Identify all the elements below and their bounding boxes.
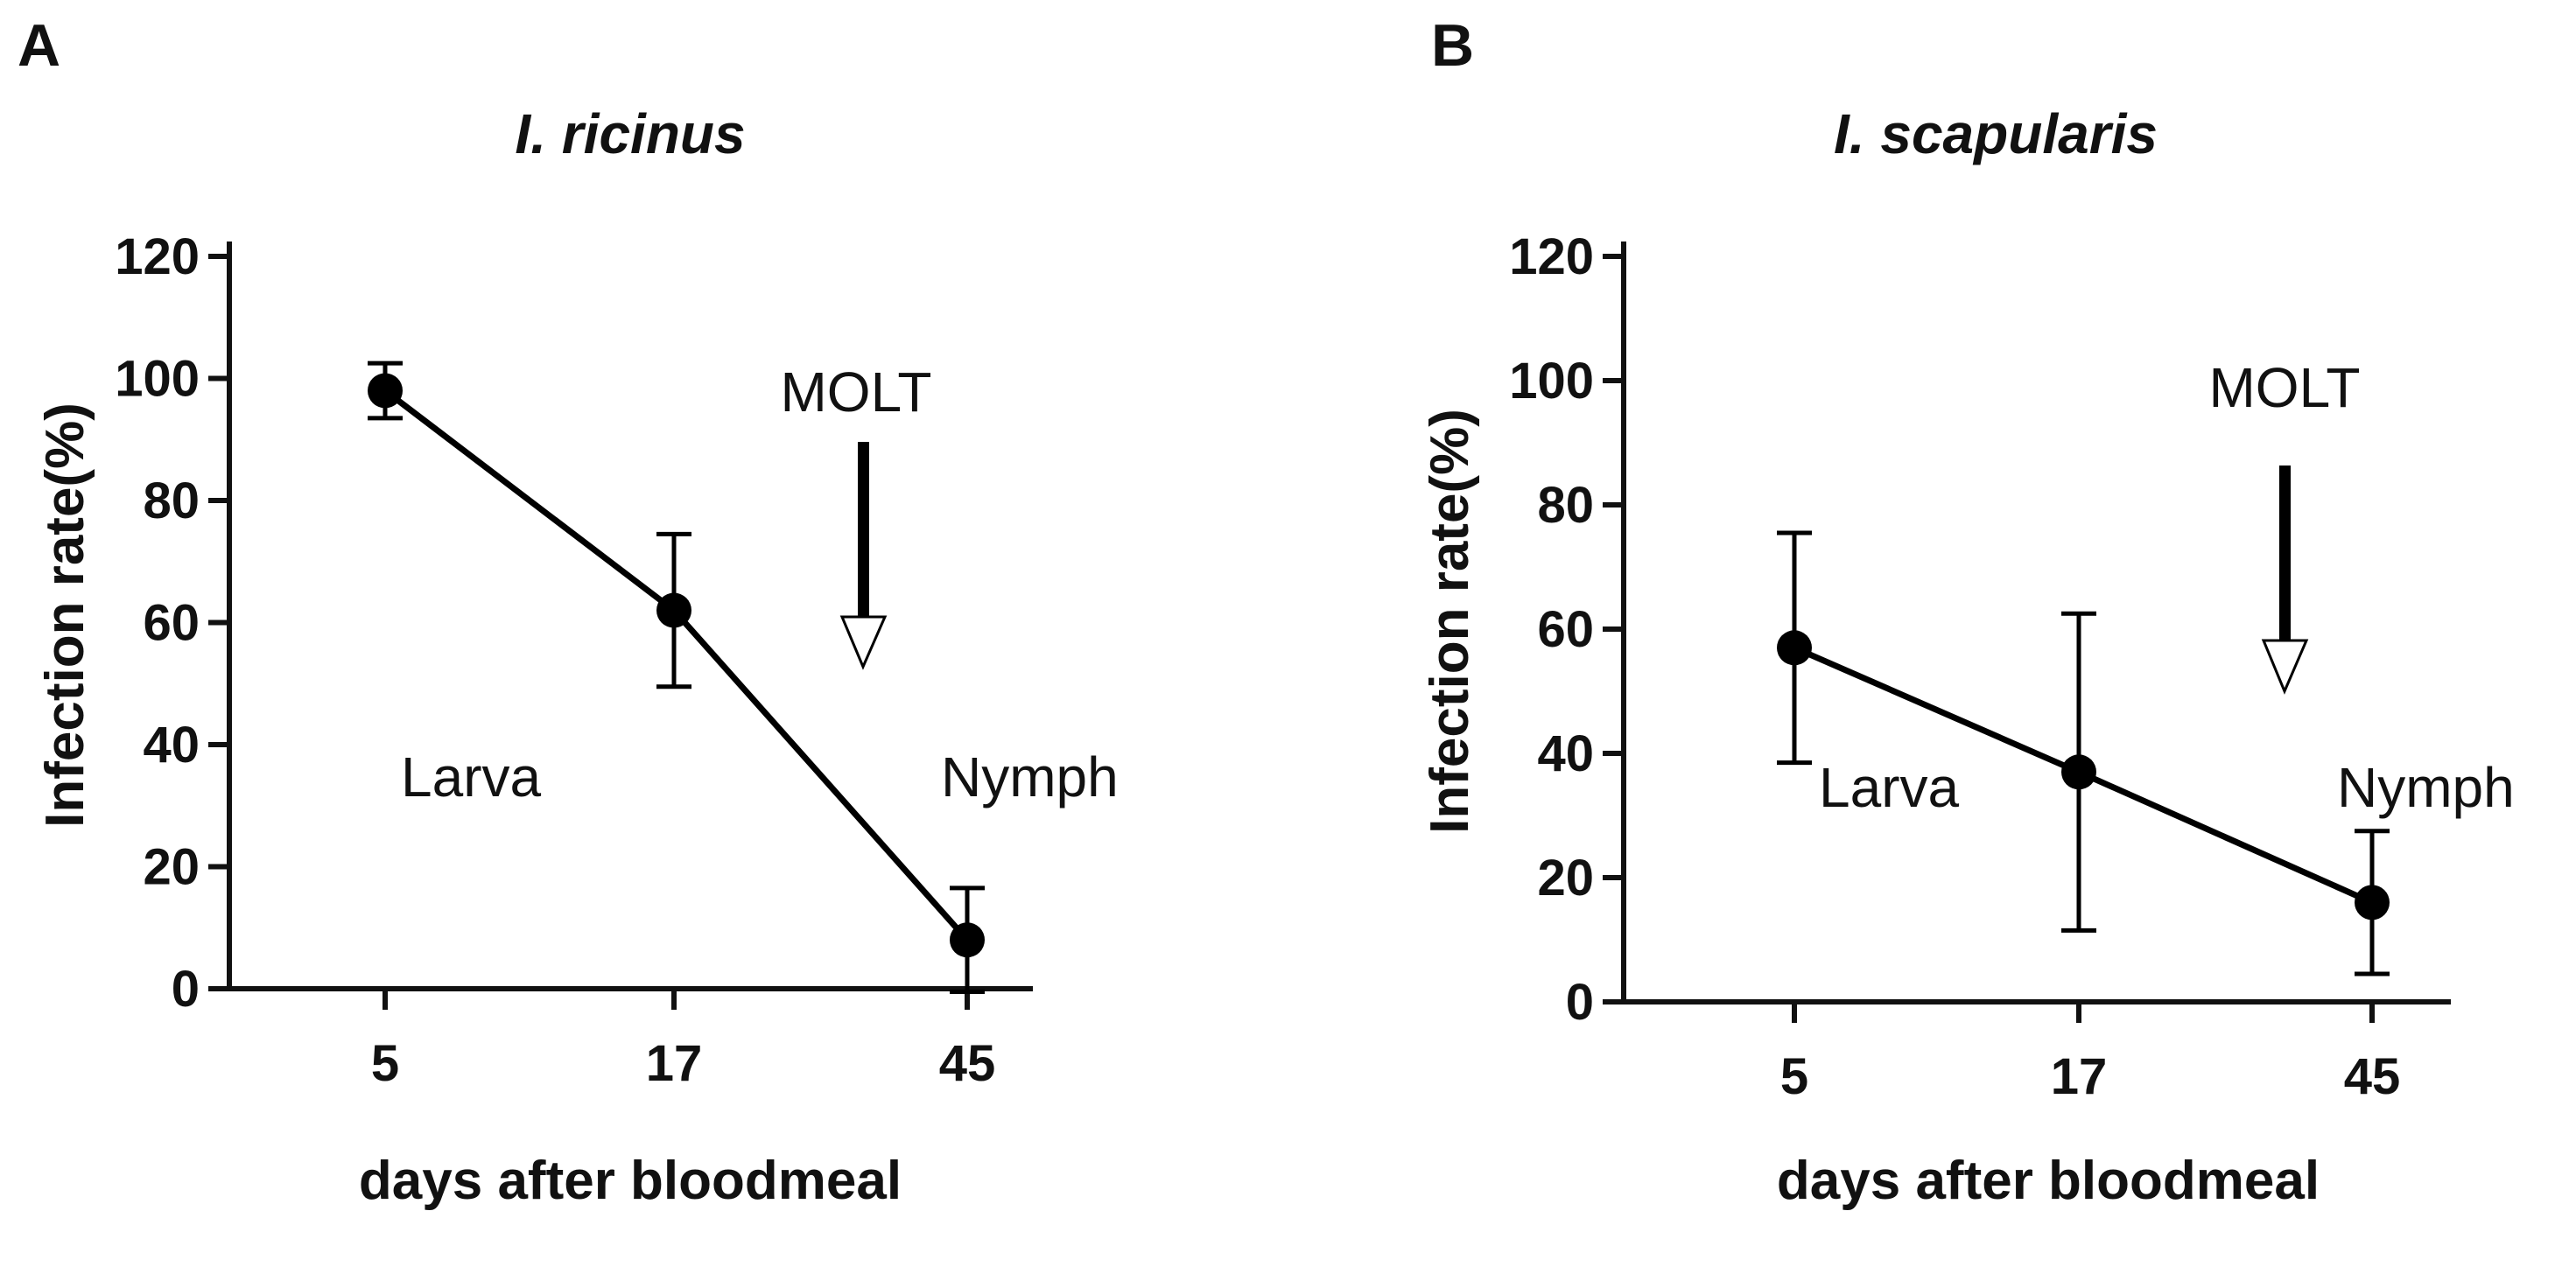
y-tick-label: 120 (1509, 228, 1594, 285)
y-tick-label: 20 (143, 839, 200, 896)
y-tick-label: 120 (115, 228, 200, 285)
data-point (2355, 885, 2390, 920)
y-tick-label: 60 (1537, 601, 1594, 658)
nymph-label: Nymph (2337, 756, 2515, 819)
y-tick-label: 80 (1537, 477, 1594, 534)
y-tick-label: 40 (143, 717, 200, 774)
y-axis-title: Infection rate(%) (1420, 409, 1480, 834)
larva-label: Larva (401, 746, 542, 808)
data-points (368, 360, 985, 994)
molt-label: MOLT (780, 360, 931, 424)
molt-label: MOLT (2208, 356, 2360, 419)
y-tick-label: 0 (1566, 974, 1594, 1031)
x-axis-title: days after bloodmeal (1777, 1151, 2320, 1211)
y-tick-label: 100 (115, 351, 200, 408)
x-tick-label: 17 (2051, 1048, 2108, 1105)
larva-label: Larva (1819, 756, 1960, 819)
chart-b-svg: B I. scapularis 0 20 40 60 80 100 120 5 17 45 In… (1420, 12, 2515, 1211)
molt-arrow (2261, 466, 2309, 695)
data-point (2061, 754, 2096, 790)
y-tick-label: 40 (1537, 725, 1594, 782)
x-ticks: 5 17 45 (371, 989, 995, 1092)
data-point (950, 922, 985, 958)
chart-title: I. scapularis (1834, 102, 2158, 165)
chart-a-svg: A I. ricinus 0 20 40 60 80 100 120 5 17 45 Infec… (18, 12, 1119, 1211)
panel-label: B (1431, 12, 1474, 79)
y-ticks: 0 20 40 60 80 100 120 (1509, 228, 1624, 1031)
x-tick-label: 45 (939, 1035, 996, 1092)
molt-arrow (839, 442, 888, 670)
x-axis-title: days after bloodmeal (359, 1151, 902, 1211)
chart-panel-b: B I. scapularis 0 20 40 60 80 100 120 5 17 45 In… (1365, 0, 2576, 1263)
chart-panel-a: A I. ricinus 0 20 40 60 80 100 120 5 17 45 Infec… (0, 0, 1269, 1263)
data-point (1777, 630, 1812, 666)
x-tick-label: 5 (371, 1035, 399, 1092)
data-points (1777, 530, 2390, 976)
x-ticks: 5 17 45 (1780, 1002, 2400, 1105)
data-point (656, 592, 691, 628)
nymph-label: Nymph (941, 746, 1119, 808)
y-axis-title: Infection rate(%) (35, 402, 95, 828)
chart-title: I. ricinus (515, 102, 745, 165)
data-point (368, 373, 403, 409)
y-tick-label: 20 (1537, 850, 1594, 906)
y-tick-label: 100 (1509, 353, 1594, 410)
y-ticks: 0 20 40 60 80 100 120 (115, 228, 229, 1018)
x-tick-label: 45 (2344, 1048, 2401, 1105)
x-tick-label: 17 (646, 1035, 703, 1092)
y-tick-label: 80 (143, 472, 200, 529)
y-tick-label: 60 (143, 595, 200, 652)
panel-label: A (18, 12, 60, 79)
y-tick-label: 0 (172, 961, 200, 1018)
x-tick-label: 5 (1780, 1048, 1808, 1105)
